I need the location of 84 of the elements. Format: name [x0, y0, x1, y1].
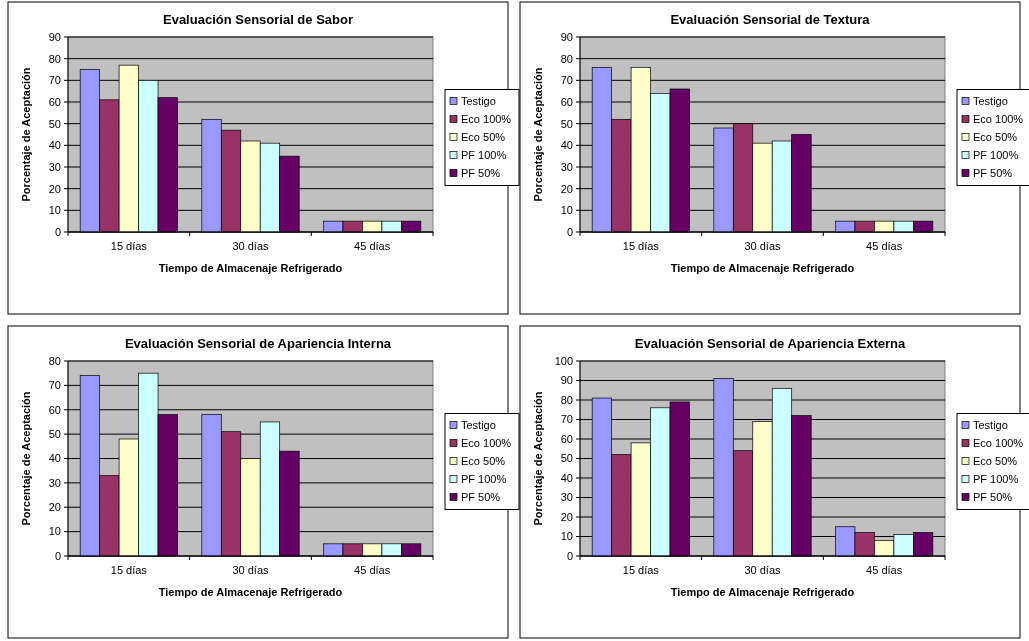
- y-tick-label: 40: [48, 452, 61, 465]
- x-tick-label: 30 días: [232, 564, 270, 576]
- y-axis-title: Porcentaje de Aceptación: [20, 67, 32, 202]
- y-tick-label: 50: [48, 117, 61, 130]
- x-tick-label: 30 días: [744, 564, 782, 576]
- y-tick-label: 30: [48, 160, 61, 173]
- y-tick-label: 80: [48, 52, 61, 65]
- y-tick-label: 50: [560, 452, 573, 465]
- x-axis-title: Tiempo de Almacenaje Refrigerado: [158, 586, 343, 598]
- y-tick-label: 20: [560, 510, 573, 523]
- chart-title: Evaluación Sensorial de Textura: [670, 12, 871, 27]
- legend-label: PF 50%: [973, 491, 1013, 504]
- y-tick-label: 70: [560, 74, 573, 87]
- legend-label: PF 100%: [973, 149, 1019, 162]
- x-axis-title: Tiempo de Almacenaje Refrigerado: [158, 262, 343, 274]
- x-tick-label: 15 días: [622, 564, 660, 576]
- y-tick-label: 70: [48, 74, 61, 87]
- y-tick-label: 60: [560, 432, 573, 445]
- y-axis-title: Porcentaje de Aceptación: [532, 67, 544, 202]
- x-tick-label: 45 días: [354, 564, 391, 576]
- y-tick-label: 70: [560, 413, 573, 426]
- x-tick-label: 30 días: [744, 240, 782, 252]
- y-axis-title: Porcentaje de Aceptación: [20, 391, 32, 526]
- y-tick-label: 10: [48, 204, 61, 217]
- y-tick-label: 100: [554, 354, 573, 367]
- legend-label: PF 50%: [461, 167, 501, 180]
- legend-label: Eco 100%: [461, 113, 512, 126]
- y-tick-label: 0: [54, 549, 61, 562]
- legend-label: Testigo: [973, 419, 1008, 432]
- x-tick-label: 15 días: [622, 240, 660, 252]
- y-tick-label: 30: [560, 160, 573, 173]
- y-tick-label: 70: [48, 379, 61, 392]
- y-tick-label: 90: [560, 30, 573, 43]
- x-tick-label: 30 días: [232, 240, 270, 252]
- legend-label: PF 100%: [973, 473, 1019, 486]
- legend-label: PF 50%: [461, 491, 501, 504]
- legend-label: PF 50%: [973, 167, 1013, 180]
- chart-title: Evaluación Sensorial de Apariencia Interna: [124, 336, 392, 351]
- y-tick-label: 30: [560, 491, 573, 504]
- x-axis-title: Tiempo de Almacenaje Refrigerado: [670, 586, 855, 598]
- y-tick-label: 0: [566, 225, 573, 238]
- legend-label: Eco 100%: [461, 437, 512, 450]
- y-tick-label: 60: [48, 95, 61, 108]
- y-tick-label: 20: [48, 182, 61, 195]
- y-tick-label: 60: [48, 403, 61, 416]
- legend-label: PF 100%: [461, 473, 507, 486]
- y-tick-label: 60: [560, 95, 573, 108]
- y-tick-label: 40: [560, 139, 573, 152]
- legend-label: Eco 100%: [973, 437, 1024, 450]
- legend-label: Eco 50%: [973, 131, 1018, 144]
- y-tick-label: 40: [560, 471, 573, 484]
- x-tick-label: 45 días: [866, 564, 903, 576]
- y-axis-title: Porcentaje de Aceptación: [532, 391, 544, 526]
- chart-title: Evaluación Sensorial de Sabor: [162, 12, 354, 27]
- legend-label: Eco 50%: [461, 455, 506, 468]
- legend-label: Testigo: [973, 95, 1008, 108]
- y-tick-label: 20: [48, 501, 61, 514]
- y-tick-label: 90: [48, 30, 61, 43]
- y-tick-label: 80: [560, 52, 573, 65]
- y-tick-label: 30: [48, 476, 61, 489]
- y-tick-label: 50: [560, 117, 573, 130]
- y-tick-label: 10: [560, 530, 573, 543]
- y-tick-label: 50: [48, 427, 61, 440]
- x-tick-label: 15 días: [110, 240, 148, 252]
- y-tick-label: 40: [48, 139, 61, 152]
- x-tick-label: 15 días: [110, 564, 148, 576]
- chart-title: Evaluación Sensorial de Apariencia Externa: [634, 336, 906, 351]
- y-tick-label: 20: [560, 182, 573, 195]
- y-tick-label: 10: [48, 525, 61, 538]
- legend-label: Eco 50%: [973, 455, 1018, 468]
- y-tick-label: 90: [560, 374, 573, 387]
- legend-label: Eco 100%: [973, 113, 1024, 126]
- y-tick-label: 80: [560, 393, 573, 406]
- y-tick-label: 10: [560, 204, 573, 217]
- legend-label: Testigo: [461, 419, 496, 432]
- legend-label: PF 100%: [461, 149, 507, 162]
- legend-label: Testigo: [461, 95, 496, 108]
- legend-label: Eco 50%: [461, 131, 506, 144]
- x-axis-title: Tiempo de Almacenaje Refrigerado: [670, 262, 855, 274]
- x-tick-label: 45 días: [866, 240, 903, 252]
- y-tick-label: 0: [54, 225, 61, 238]
- x-tick-label: 45 días: [354, 240, 391, 252]
- y-tick-label: 80: [48, 354, 61, 367]
- y-tick-label: 0: [566, 549, 573, 562]
